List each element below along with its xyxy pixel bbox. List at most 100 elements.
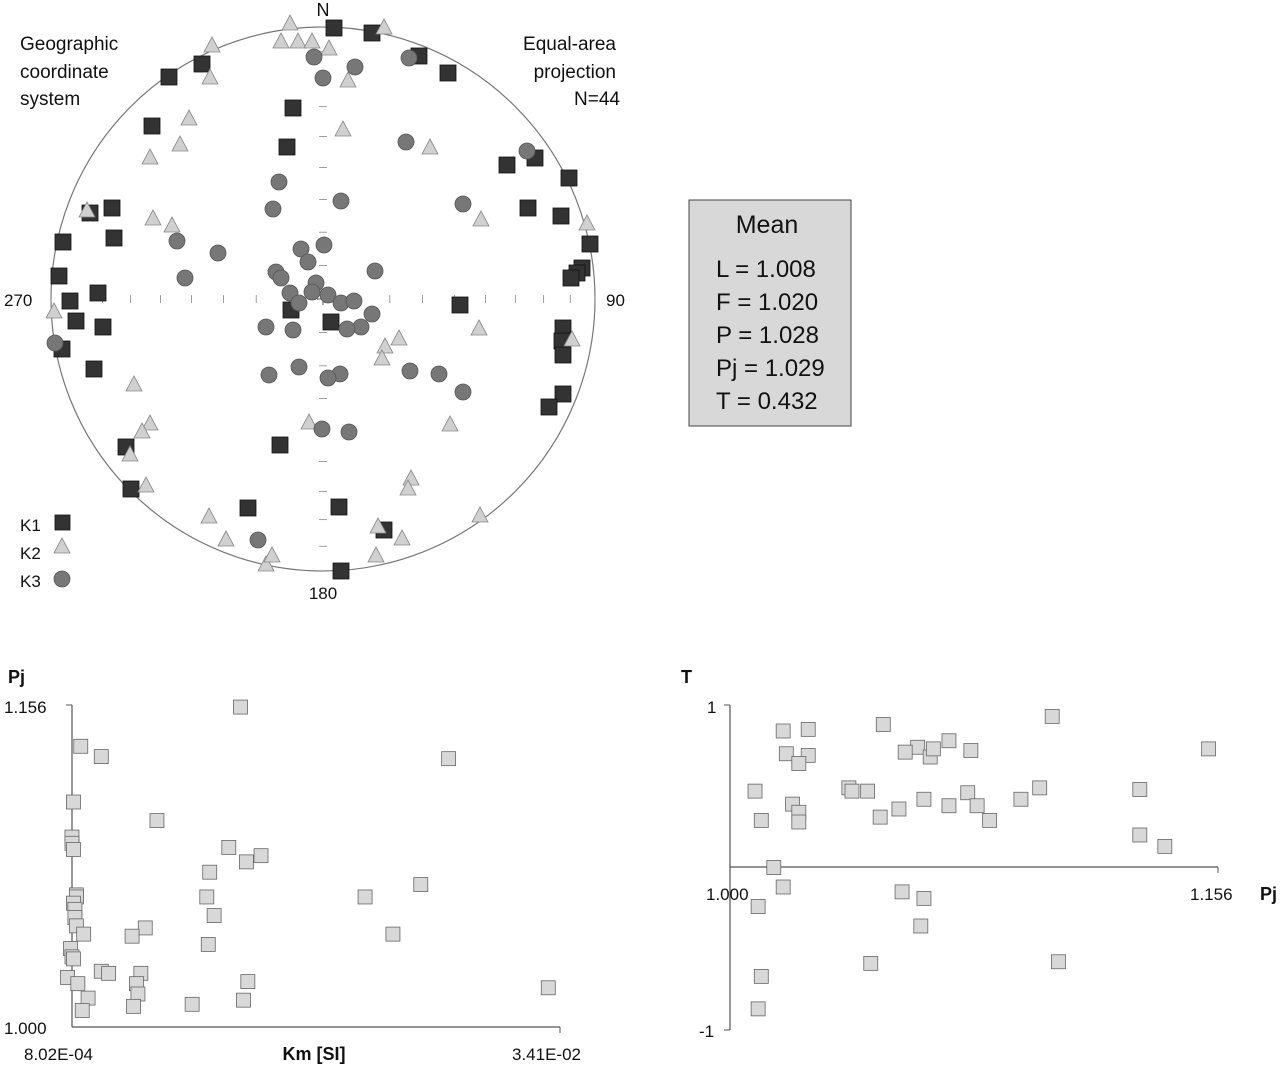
pj-km-point [66,842,81,857]
mean-parameters-box: Mean L = 1.008 F = 1.020 P = 1.028 Pj = … [688,199,852,427]
t-pj-point [791,814,807,830]
pj-km-points [60,699,556,1018]
k3-axis-marker [290,294,308,312]
pj-km-point [385,926,401,942]
k1-axis-marker [519,199,537,217]
pj-km-point [413,877,429,892]
k1-axis-marker [284,99,302,117]
k2-axis-marker [200,507,218,524]
t-pj-point [750,899,766,914]
t-pj-point [960,785,976,801]
k2-axis-marker [163,216,181,233]
k2-axis-marker [441,415,459,432]
k2-axis-marker [180,109,198,126]
k2-axis-marker [133,422,151,439]
k2-axis-marker [144,209,162,226]
projection-line-1: Equal-area [523,34,616,55]
k2-axis-marker [578,214,596,231]
legend-k3-label: K3 [20,572,41,591]
t-pj-point [1132,782,1148,797]
t-pj-point [778,746,794,762]
pj-km-x-min-label: 8.02E-04 [24,1045,93,1064]
k1-axis-marker [89,284,107,302]
pj-km-point [233,699,248,715]
sample-count-label: N=44 [574,89,620,110]
k2-axis-marker [201,68,219,85]
pj-km-point [236,992,251,1008]
south-label: 180 [309,584,337,603]
t-pj-point [1044,708,1060,724]
k3-axis-marker [313,420,331,438]
t-pj-point [916,791,932,807]
pj-km-point [200,937,216,952]
legend-k1-marker [54,514,71,531]
coordinate-system-line-3: system [20,89,80,110]
k2-axis-marker [217,530,235,547]
k3-axis-marker [249,531,267,549]
legend-k2-marker [53,537,71,554]
t-pj-point [963,743,979,758]
t-vs-pj-plot: T 1 -1 1.000 1.156 Pj [681,667,1277,1041]
k3-axis-marker [400,49,418,67]
k1-axis-marker [271,436,289,454]
t-pj-point [844,783,860,799]
mean-f-value: F = 1.020 [716,289,818,316]
k2-axis-marker [272,32,290,49]
mean-p-value: P = 1.028 [716,322,819,349]
t-pj-point [916,890,932,906]
pj-km-point [199,889,215,905]
pj-km-point [253,848,269,864]
t-pj-point [775,879,791,895]
k2-axis-marker [45,302,63,319]
t-pj-point [791,756,807,771]
k1-axis-marker [332,562,350,580]
k3-axis-marker [352,318,370,336]
t-pj-point [1013,791,1029,807]
k1-axis-marker [105,229,123,247]
pj-km-point [149,813,165,828]
legend-k2-label: K2 [20,544,41,563]
k1-axis-marker [143,117,161,135]
k3-axis-marker [315,236,333,254]
t-pj-point [982,812,998,828]
pj-km-point [80,990,96,1006]
k3-axis-marker [290,358,308,376]
t-pj-point [913,918,929,934]
k3-axis-marker [345,292,363,310]
k2-axis-marker [470,319,488,336]
k3-axis-marker [264,200,282,218]
k1-axis-marker [85,360,103,378]
k1-axis-marker [160,68,178,86]
t-pj-point [891,801,907,817]
mean-l-value: L = 1.008 [716,256,816,283]
t-pj-x-max-label: 1.156 [1190,885,1233,904]
k3-axis-marker [518,142,536,160]
k3-axis-marker [305,48,323,66]
t-pj-point [753,812,769,828]
pj-km-y-max-label: 1.156 [4,698,47,717]
k2-axis-marker [373,349,391,366]
k1-axis-marker [50,267,68,285]
k2-axis-marker [421,138,439,155]
k1-axis-marker [193,55,211,73]
k2-axis-marker [339,71,357,88]
pj-km-point [238,854,254,870]
k3-axis-marker [270,173,288,191]
k3-axis-marker [397,133,415,151]
k3-axis-marker [314,69,332,87]
t-pj-point [1157,838,1173,854]
pj-km-point [240,974,256,989]
k2-axis-marker [137,476,155,493]
north-label: N [317,0,330,20]
pj-km-point [93,749,109,765]
legend: K1 K2 K3 [20,514,71,591]
k1-axis-marker [61,292,79,310]
k3-axis-marker [299,253,317,271]
mean-box-frame [688,199,852,427]
k3-axis-marker [340,423,358,441]
k1-axis-marker [103,199,121,217]
k2-axis-marker [263,546,281,563]
k2-axis-marker [303,32,321,49]
k1-axis-marker [562,269,580,287]
